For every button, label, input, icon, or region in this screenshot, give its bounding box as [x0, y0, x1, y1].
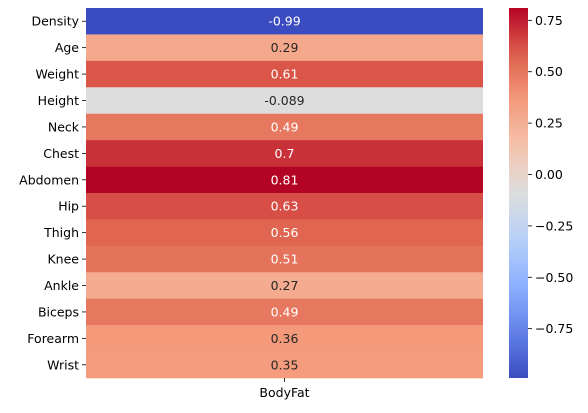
heatmap-cell	[86, 60, 483, 88]
column-label: BodyFat	[259, 385, 309, 400]
heatmap-cell	[86, 113, 483, 141]
row-label: Abdomen	[19, 172, 79, 187]
heatmap-cell	[86, 193, 483, 220]
cell-value-label: 0.63	[271, 199, 299, 214]
heatmap-cells: -0.99 0.29 0.61 -0.089 0.49 0.7 0.81 0.63 0.56 0.…	[86, 8, 483, 379]
colorbar-tick-label: −0.75	[535, 321, 573, 336]
heatmap-cell	[86, 325, 483, 352]
row-label: Biceps	[38, 304, 79, 319]
colorbar-tick-label: 0.25	[535, 116, 563, 131]
colorbar-tick-label: −0.50	[535, 270, 573, 285]
heatmap-cell	[86, 87, 483, 115]
heatmap-cell	[86, 298, 483, 326]
row-label: Ankle	[44, 278, 79, 293]
cell-value-label: 0.51	[271, 252, 299, 267]
heatmap-cell	[86, 34, 483, 62]
column-labels: BodyFat	[259, 378, 310, 400]
colorbar: 0.75 0.50 0.25 0.00 −0.25 −0.50 −0.75	[509, 8, 573, 378]
row-label: Weight	[35, 67, 79, 82]
colorbar-tick-label: 0.00	[535, 167, 563, 182]
colorbar-gradient	[509, 8, 528, 378]
cell-value-label: 0.36	[271, 331, 299, 346]
cell-value-label: -0.99	[268, 14, 300, 29]
row-labels: Density Age Weight Height Neck Chest Abdomen Hi…	[19, 14, 86, 372]
cell-value-label: 0.81	[271, 172, 299, 187]
cell-value-label: 0.49	[271, 304, 299, 319]
cell-value-label: -0.089	[264, 93, 304, 108]
row-label: Density	[31, 14, 79, 29]
row-label: Age	[55, 40, 79, 55]
row-label: Chest	[43, 146, 79, 161]
row-label: Wrist	[47, 357, 79, 372]
colorbar-tick-label: −0.25	[535, 218, 573, 233]
cell-value-label: 0.27	[271, 278, 299, 293]
cell-value-label: 0.61	[271, 67, 299, 82]
cell-value-label: 0.56	[271, 225, 299, 240]
cell-value-label: 0.35	[271, 357, 299, 372]
heatmap-cell	[86, 245, 483, 273]
cell-value-label: 0.29	[271, 40, 299, 55]
heatmap-cell	[86, 351, 483, 379]
row-label: Knee	[47, 252, 79, 267]
cell-value-label: 0.7	[275, 146, 295, 161]
heatmap-cell	[86, 140, 483, 167]
row-label: Thigh	[43, 225, 79, 240]
row-label: Forearm	[27, 331, 79, 346]
heatmap-cell	[86, 166, 483, 194]
heatmap-cell	[86, 219, 483, 247]
row-label: Neck	[48, 119, 80, 134]
heatmap-cell	[86, 8, 483, 35]
heatmap-cell	[86, 272, 483, 300]
row-label: Height	[38, 93, 79, 108]
colorbar-tick-label: 0.50	[535, 64, 563, 79]
cell-value-label: 0.49	[271, 119, 299, 134]
row-label: Hip	[58, 199, 79, 214]
colorbar-tick-label: 0.75	[535, 13, 563, 28]
